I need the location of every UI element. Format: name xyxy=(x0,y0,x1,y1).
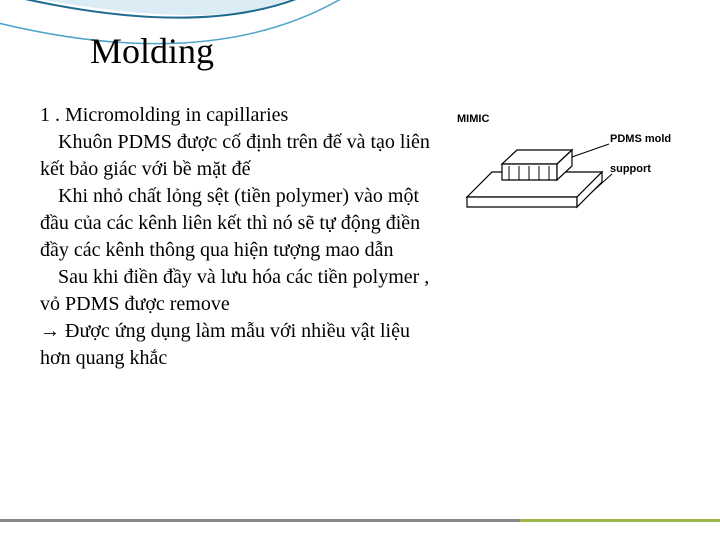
leader-line xyxy=(572,144,609,157)
paragraph-2: Khi nhỏ chất lỏng sệt (tiền polymer) vào… xyxy=(40,183,435,264)
slide-content: Molding 1 . Micromolding in capillaries … xyxy=(0,0,720,392)
slide-title: Molding xyxy=(90,30,680,72)
slide-footer-line xyxy=(0,519,720,522)
section-heading: 1 . Micromolding in capillaries xyxy=(40,102,435,129)
label-support: support xyxy=(610,163,651,175)
body-row: 1 . Micromolding in capillaries Khuôn PD… xyxy=(40,102,680,372)
label-mimic: MIMIC xyxy=(457,113,489,125)
section-number: 1 . xyxy=(40,104,65,126)
support-front xyxy=(467,197,577,207)
label-mold: PDMS mold xyxy=(610,133,671,145)
paragraph-3: Sau khi điền đầy và lưu hóa các tiền pol… xyxy=(40,264,435,318)
mimic-diagram: MIMIC PDMS mold support xyxy=(447,102,677,242)
paragraph-1: Khuôn PDMS được cố định trên đế và tạo l… xyxy=(40,129,435,183)
text-column: 1 . Micromolding in capillaries Khuôn PD… xyxy=(40,102,435,372)
diagram-column: MIMIC PDMS mold support xyxy=(447,102,680,372)
section-title: Micromolding in capillaries xyxy=(65,104,288,126)
paragraph-4: → Được ứng dụng làm mẫu với nhiều vật li… xyxy=(40,318,435,372)
